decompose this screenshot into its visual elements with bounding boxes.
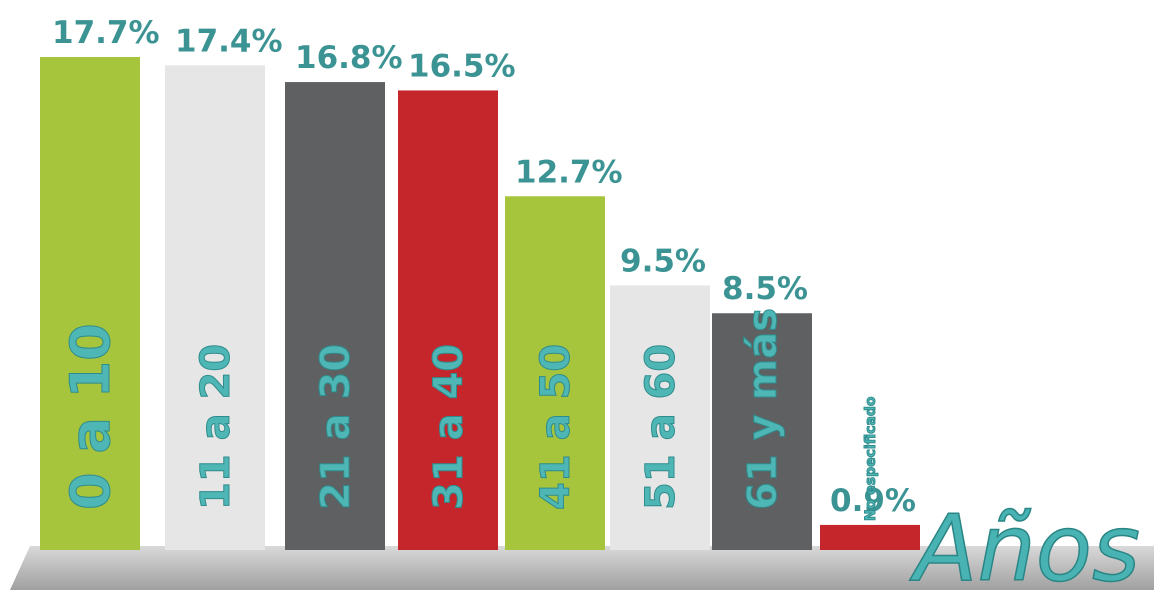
bar — [285, 82, 385, 550]
category-label: 0 a 10 — [59, 323, 122, 510]
bar — [505, 196, 605, 550]
value-label: 17.7% — [52, 15, 160, 51]
value-label: 8.5% — [722, 271, 808, 307]
value-label: 16.5% — [408, 48, 516, 84]
category-label: 41 a 50 — [533, 344, 579, 510]
bar — [610, 285, 710, 550]
bar — [398, 90, 498, 550]
value-label: 17.4% — [175, 23, 283, 59]
value-label: 12.7% — [515, 154, 623, 190]
value-label: 0.9% — [830, 483, 916, 519]
bar — [165, 65, 265, 551]
category-label: 11 a 20 — [193, 344, 239, 510]
category-label: 51 a 60 — [638, 344, 684, 510]
bar — [40, 57, 140, 550]
axis-label: Años — [910, 495, 1140, 590]
platform — [10, 546, 1154, 590]
category-label: 31 a 40 — [426, 344, 472, 510]
category-label: No especificado — [863, 396, 879, 521]
bar — [820, 524, 920, 550]
bar — [712, 313, 812, 550]
value-label: 16.8% — [295, 40, 403, 76]
value-label: 9.5% — [620, 243, 706, 279]
category-label: 21 a 30 — [313, 344, 359, 510]
category-label: 61 y más — [740, 308, 786, 510]
